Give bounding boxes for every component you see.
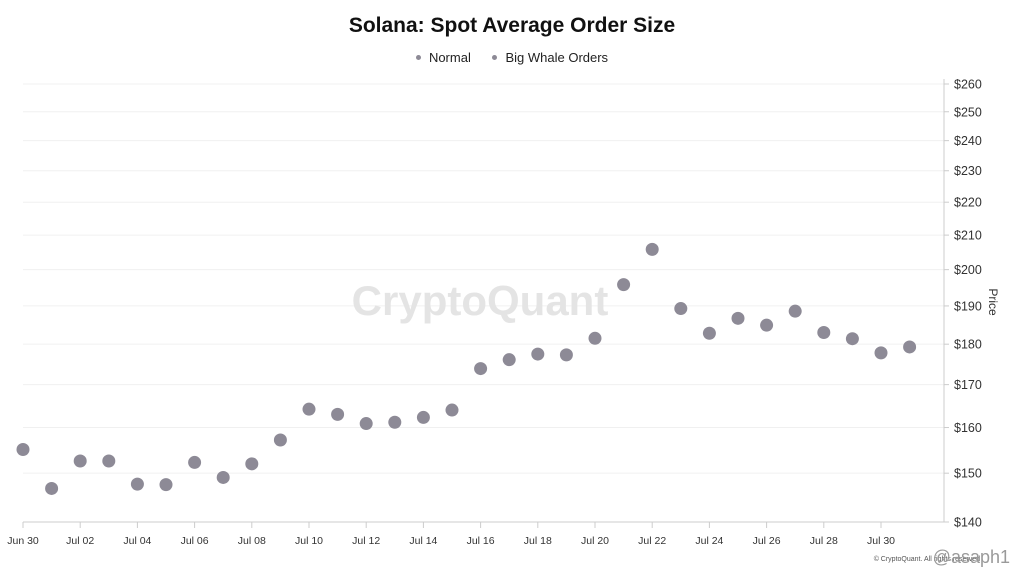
y-tick-label: $200: [954, 263, 982, 277]
data-point: [903, 340, 917, 354]
data-point: [216, 470, 230, 484]
data-point: [502, 353, 516, 367]
x-tick-label: Jul 24: [695, 535, 723, 547]
data-point: [874, 346, 888, 360]
x-tick-label: Jul 20: [581, 535, 609, 547]
y-tick-label: $170: [954, 378, 982, 392]
chart-title: Solana: Spot Average Order Size: [348, 14, 676, 37]
author-handle: @asaph1: [932, 547, 1010, 567]
y-tick-label: $140: [954, 516, 982, 530]
data-point: [817, 325, 831, 339]
data-point: [359, 417, 373, 431]
copyright-text: © CryptoQuant. All rights reserved: [873, 556, 980, 563]
y-axis-ticks: $140 $150 $160 $170 $180 $190 $200 $210 $220 $230…: [944, 78, 982, 530]
legend-marker-big-whale-orders: [492, 55, 498, 61]
x-tick-label: Jul 28: [810, 535, 838, 547]
data-point: [845, 332, 859, 346]
x-tick-label: Jul 22: [638, 535, 666, 547]
y-tick-label: $220: [954, 196, 982, 210]
data-point: [102, 454, 116, 468]
x-tick-label: Jul 12: [352, 535, 380, 547]
x-tick-label: Jul 14: [409, 535, 437, 547]
grid-lines: [23, 83, 944, 474]
axes: [23, 79, 945, 523]
y-tick-label: $190: [954, 299, 982, 313]
data-point: [645, 242, 659, 256]
data-point: [731, 311, 745, 325]
data-point: [702, 326, 716, 340]
y-tick-label: $230: [954, 164, 982, 178]
legend-label-normal: Normal: [428, 50, 471, 65]
data-point: [617, 278, 631, 292]
y-tick-label: $250: [954, 105, 982, 119]
data-point: [388, 415, 402, 429]
y-tick-label: $150: [954, 467, 982, 481]
data-point: [302, 402, 316, 416]
y-tick-label: $210: [954, 229, 982, 243]
data-point: [445, 403, 459, 417]
data-point: [416, 410, 430, 424]
y-axis-label: Price: [986, 288, 1000, 316]
x-tick-label: Jul 26: [753, 535, 781, 547]
data-point: [760, 318, 774, 332]
x-tick-label: Jul 10: [295, 535, 323, 547]
data-point: [588, 331, 602, 345]
y-tick-label: $160: [954, 421, 982, 435]
data-point: [245, 457, 259, 471]
y-tick-label: $240: [954, 134, 982, 148]
y-tick-label: $260: [954, 78, 982, 92]
data-point: [331, 407, 345, 421]
watermark: CryptoQuant: [352, 277, 609, 324]
x-tick-label: Jul 18: [524, 535, 552, 547]
data-point: [16, 443, 30, 457]
x-tick-label: Jul 16: [467, 535, 495, 547]
data-point: [531, 347, 545, 361]
data-point: [788, 304, 802, 318]
x-tick-label: Jul 04: [123, 535, 151, 547]
data-points: [16, 242, 917, 495]
legend-label-big-whale-orders: Big Whale Orders: [505, 50, 609, 65]
x-tick-label: Jun 30: [7, 535, 39, 547]
data-point: [188, 455, 202, 469]
data-point: [73, 454, 87, 468]
x-tick-label: Jul 02: [66, 535, 94, 547]
data-point: [273, 433, 287, 447]
x-tick-label: Jul 08: [238, 535, 266, 547]
chart-legend: Normal Big Whale Orders: [0, 50, 1024, 65]
data-point: [559, 348, 573, 362]
x-tick-label: Jul 30: [867, 535, 895, 547]
x-axis-ticks: Jun 30 Jul 02 Jul 04 Jul 06 Jul 08 Jul 10 Jul …: [7, 522, 895, 547]
data-point: [45, 481, 59, 495]
data-point: [159, 478, 173, 492]
data-point: [130, 477, 144, 491]
legend-item-big-whale-orders[interactable]: Big Whale Orders: [492, 50, 608, 65]
data-point: [474, 362, 488, 376]
data-point: [674, 302, 688, 316]
legend-item-normal[interactable]: Normal: [415, 50, 471, 65]
y-tick-label: $180: [954, 338, 982, 352]
x-tick-label: Jul 06: [181, 535, 209, 547]
legend-marker-normal: [415, 55, 421, 61]
